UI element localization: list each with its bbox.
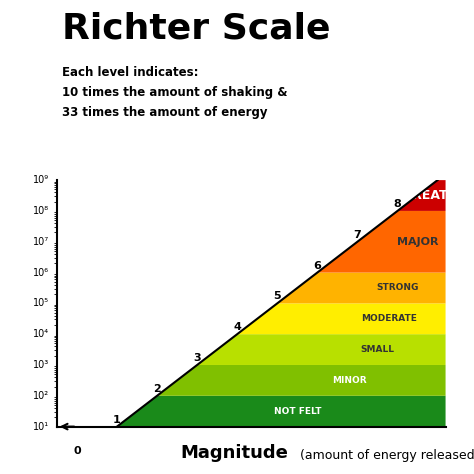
Text: MINOR: MINOR xyxy=(332,376,367,385)
Text: SMALL: SMALL xyxy=(360,345,394,354)
Text: NOT FELT: NOT FELT xyxy=(273,407,321,416)
Polygon shape xyxy=(157,365,446,396)
Text: 8: 8 xyxy=(393,199,401,209)
Text: STRONG: STRONG xyxy=(376,283,419,292)
Polygon shape xyxy=(317,211,446,273)
Text: MODERATE: MODERATE xyxy=(362,314,418,323)
Text: 10⁴: 10⁴ xyxy=(33,329,49,339)
Text: 10²: 10² xyxy=(33,391,49,401)
Text: 5: 5 xyxy=(273,292,281,301)
Text: 10⁶: 10⁶ xyxy=(33,267,49,278)
Text: Richter Scale: Richter Scale xyxy=(62,12,330,46)
Text: 10¹: 10¹ xyxy=(33,421,49,432)
Text: MAJOR: MAJOR xyxy=(397,237,438,247)
Text: 10⁵: 10⁵ xyxy=(33,298,49,309)
Polygon shape xyxy=(77,396,446,457)
Text: 2: 2 xyxy=(153,384,161,394)
Text: 4: 4 xyxy=(233,322,241,332)
Text: 1: 1 xyxy=(113,415,121,425)
Text: 10⁷: 10⁷ xyxy=(33,237,49,247)
Text: 10³: 10³ xyxy=(33,360,49,370)
Text: Each level indicates:
10 times the amount of shaking &
33 times the amount of en: Each level indicates: 10 times the amoun… xyxy=(62,66,287,119)
Polygon shape xyxy=(277,273,446,303)
Text: 10⁹: 10⁹ xyxy=(33,175,49,185)
Text: Magnitude: Magnitude xyxy=(180,444,288,462)
Text: GREAT: GREAT xyxy=(403,189,448,202)
Text: 6: 6 xyxy=(313,261,321,271)
Text: 7: 7 xyxy=(354,230,361,240)
Polygon shape xyxy=(237,303,446,334)
Text: 3: 3 xyxy=(193,353,201,363)
Text: (amount of energy released): (amount of energy released) xyxy=(296,449,474,462)
Text: 0: 0 xyxy=(73,446,81,456)
Text: 10⁸: 10⁸ xyxy=(33,206,49,216)
Polygon shape xyxy=(197,334,446,365)
Polygon shape xyxy=(398,180,446,211)
